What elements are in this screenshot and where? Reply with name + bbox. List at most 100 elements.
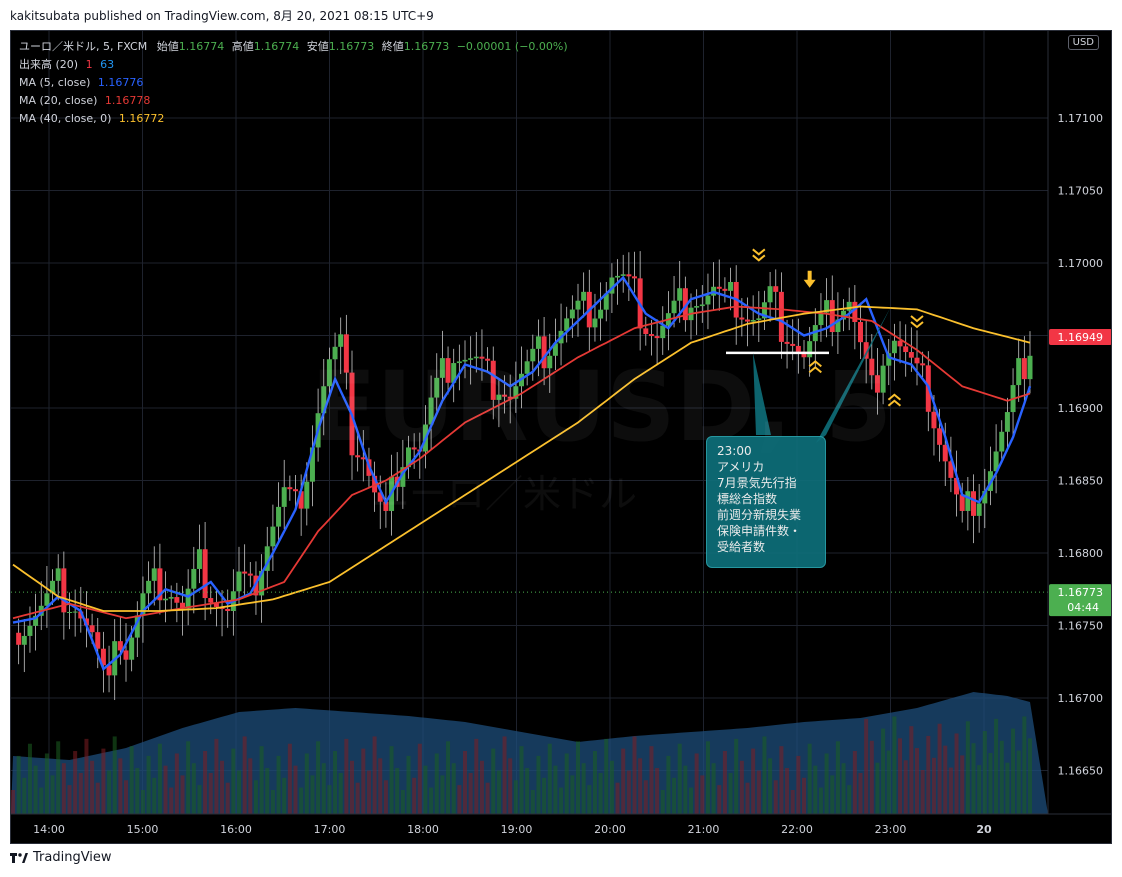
open-value: 1.16774 [178,40,225,53]
candle [564,306,570,343]
candle [858,302,863,359]
ma5-value: 1.16776 [97,76,144,89]
candle [513,361,519,413]
volume-bar [434,753,439,814]
volume-bar [632,736,637,814]
candle [293,474,298,511]
ma40-label: MA (40, close, 0) [19,112,112,125]
candle [959,482,965,523]
volume-bar [937,723,942,814]
volume-bar [468,772,473,814]
candle [920,351,926,377]
chevrons-up-marker [887,393,902,407]
volume-value-b: 63 [100,58,115,71]
volume-bar [383,780,388,814]
volume-bar [756,770,761,814]
candle-body [225,608,231,611]
note-line: 保険申請件数・ [717,524,802,538]
volume-bar [270,790,275,814]
candle-body [937,428,943,445]
candle [773,269,779,320]
volume-bar [881,728,886,814]
candle-body [78,611,84,619]
candle-body [942,444,948,462]
time-tick-label: 21:00 [688,823,720,836]
volume-bar [587,785,592,814]
candle-body [236,571,242,592]
candle [326,347,332,398]
candle-body [67,611,72,613]
price-chart[interactable]: 1.171001.170501.170001.169501.169001.168… [11,31,1112,844]
currency-badge[interactable]: USD [1067,35,1099,50]
volume-bar [802,777,806,814]
candle-body [648,334,654,337]
volume-bar [852,751,857,814]
candle [377,475,383,529]
candle [841,299,847,332]
candle [146,561,152,611]
candle-body [338,334,344,347]
candle [699,285,705,323]
volume-bar [926,735,931,814]
ma40-legend: MA (40, close, 0) 1.16772 [19,110,568,128]
volume-bar [751,748,756,814]
volume-bar [276,755,281,814]
candle [309,425,315,507]
volume-bar [609,760,614,814]
volume-bar [858,772,863,814]
candle-body [61,568,67,613]
note-line: 前週分新規失業 [717,508,802,522]
candle-body [914,357,920,364]
candle [575,283,581,337]
volume-bar [903,760,908,814]
volume-bar [56,741,61,814]
event-note[interactable]: 23:00 アメリカ 7月景気先行指 標総合指数 前週分新規失業 保険申請件数・… [706,436,826,568]
candle-body [569,309,575,319]
candle-body [801,351,807,358]
candle-body [722,288,728,291]
volume-bar [915,748,919,814]
volume-bar [101,748,106,814]
candle-body [920,363,926,366]
candle [784,319,790,369]
price-tick-label: 1.16750 [1058,620,1104,633]
volume-bar [649,746,654,814]
volume-bar [124,780,128,814]
candle [1016,338,1022,402]
volume-bar [457,785,462,814]
candle-body [16,632,22,645]
candle [722,277,728,303]
tradingview-footer[interactable]: TradingView [10,850,112,865]
volume-bar [1011,728,1016,814]
name-watermark: ユーロ／米ドル [371,472,638,516]
candle-body [530,348,536,362]
candle-body [750,319,756,322]
candle-body [705,295,711,305]
candle [168,585,174,611]
volume-bar [977,765,982,814]
symbol-label: ユーロ／米ドル, 5, FXCM [19,40,148,53]
volume-bar [299,787,304,814]
candle-body [72,611,78,613]
candle-body [479,356,485,359]
volume-bar [683,765,688,814]
candle [716,259,722,311]
volume-bar [626,770,631,814]
volume-bar [762,736,767,814]
volume-bar [429,787,434,814]
chart-pane[interactable]: EURUSD, 5 ユーロ／米ドル 1.17100 1.17050 1.17000 1… [10,30,1112,844]
candle-body [632,276,637,279]
candle-body [270,526,276,547]
volume-bar [33,765,38,814]
volume-bar [655,768,660,814]
volume-bar [773,780,778,814]
candle-body [304,481,310,509]
candle [406,435,411,479]
candle [106,645,112,693]
volume-bar [864,718,869,814]
candle [891,323,897,381]
volume-bar [225,782,230,814]
note-line: 標総合指数 [717,492,778,506]
candle [479,329,485,381]
candle-body [27,625,33,636]
